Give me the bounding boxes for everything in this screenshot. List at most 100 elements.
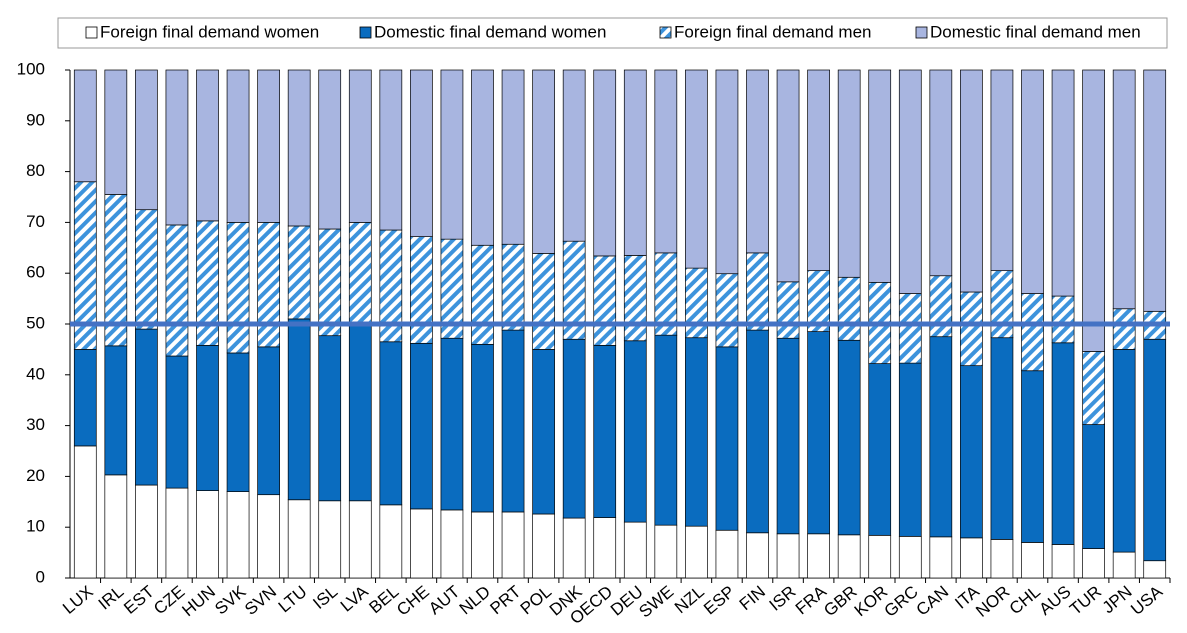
y-tick-label: 20 <box>26 466 45 485</box>
bar-segment <box>593 255 617 346</box>
bar-segment <box>685 267 708 339</box>
bar-segment <box>379 504 403 579</box>
y-tick-label: 90 <box>26 110 45 129</box>
bar-segment <box>715 346 739 531</box>
bar-segment <box>287 225 311 320</box>
bar-segment <box>165 355 189 489</box>
x-tick-label: SVN <box>241 582 280 619</box>
bar-segment <box>165 487 189 579</box>
bar-segment <box>868 534 892 579</box>
bar-segment <box>287 499 311 579</box>
bar-segment <box>929 275 953 338</box>
legend-label: Domestic final demand women <box>374 22 606 41</box>
x-tick-label: LVA <box>337 582 372 616</box>
bar-segment <box>898 362 922 537</box>
bar-segment <box>654 69 678 254</box>
bar-segment <box>746 329 769 534</box>
bar-segment <box>837 339 861 536</box>
bar-segment <box>318 500 342 579</box>
y-tick-label: 60 <box>26 263 45 282</box>
bar-segment <box>929 336 953 538</box>
bar-segment <box>226 69 250 223</box>
legend-marker <box>659 26 672 39</box>
bar-segment <box>1112 308 1136 350</box>
x-tick-label: FRA <box>792 582 831 619</box>
bar-segment <box>807 533 830 579</box>
bar-segment <box>562 517 586 579</box>
bar-segment <box>318 69 342 230</box>
x-tick-label: KOR <box>851 582 891 620</box>
bar-segment <box>348 500 372 579</box>
x-tick-label: ISR <box>766 582 800 615</box>
bar-segment <box>807 331 830 535</box>
bar-segment <box>410 69 433 237</box>
bar-segment <box>73 349 97 447</box>
bar-segment <box>1082 351 1105 425</box>
bar-segment <box>135 328 158 486</box>
bar-segment <box>135 484 158 579</box>
bar-segment <box>715 273 739 348</box>
bar-segment <box>532 349 555 515</box>
bar-segment <box>501 69 525 245</box>
y-tick-label: 70 <box>26 212 45 231</box>
bar-segment <box>471 511 494 579</box>
bar-segment <box>990 539 1014 579</box>
bar-segment <box>715 529 739 579</box>
bar-segment <box>226 491 250 579</box>
x-tick-label: USA <box>1127 582 1166 619</box>
bar-segment <box>318 335 342 502</box>
bar-segment <box>501 511 525 579</box>
bar-segment <box>1021 542 1044 579</box>
bar-segment <box>165 69 189 226</box>
y-tick-label: 100 <box>17 59 45 78</box>
bar-segment <box>226 222 250 354</box>
bar-segment <box>1051 69 1075 297</box>
y-tick-label: 50 <box>26 313 45 332</box>
y-tick-label: 30 <box>26 415 45 434</box>
x-tick-label: EST <box>120 582 158 618</box>
x-tick-label: HUN <box>179 582 219 620</box>
bar-segment <box>746 69 769 254</box>
bar-segment <box>1051 342 1075 545</box>
x-tick-label: IRL <box>95 582 127 614</box>
x-tick-label: ISL <box>309 582 341 613</box>
bar-segment <box>960 365 983 539</box>
bar-segment <box>654 334 678 526</box>
bar-segment <box>776 533 800 579</box>
bar-segment <box>348 69 372 223</box>
bar-segment <box>257 222 280 348</box>
bar-segment <box>685 337 708 527</box>
bar-segment <box>1143 338 1167 562</box>
bar-segment <box>776 69 800 283</box>
x-tick-label: CZE <box>150 582 188 618</box>
bar-segment <box>257 346 280 496</box>
bar-segment <box>929 69 953 277</box>
bar-segment <box>104 69 128 195</box>
bar-segment <box>196 344 219 491</box>
bar-segment <box>471 343 494 513</box>
bar-segment <box>1082 424 1105 549</box>
bar-segment <box>410 508 433 579</box>
bar-segment <box>868 69 892 283</box>
bar-segment <box>562 69 586 242</box>
bar-segment <box>410 236 433 344</box>
bar-segment <box>776 337 800 535</box>
y-tick-label: 0 <box>36 567 45 586</box>
bar-segment <box>837 534 861 579</box>
x-tick-label: CAN <box>913 582 953 620</box>
bar-segment <box>1143 69 1167 312</box>
bar-segment <box>593 344 617 518</box>
bar-segment <box>1112 349 1136 553</box>
x-tick-label: AUT <box>425 582 463 618</box>
x-tick-label: JPN <box>1099 582 1136 617</box>
bar-segment <box>379 69 403 231</box>
bar-segment <box>532 69 555 254</box>
bar-segment <box>776 281 800 339</box>
bar-segment <box>73 445 97 579</box>
bar-segment <box>287 69 311 227</box>
x-tick-label: CHE <box>393 582 433 620</box>
bar-segment <box>715 69 739 275</box>
bar-segment <box>1021 69 1044 294</box>
x-tick-label: AUS <box>1036 582 1075 619</box>
